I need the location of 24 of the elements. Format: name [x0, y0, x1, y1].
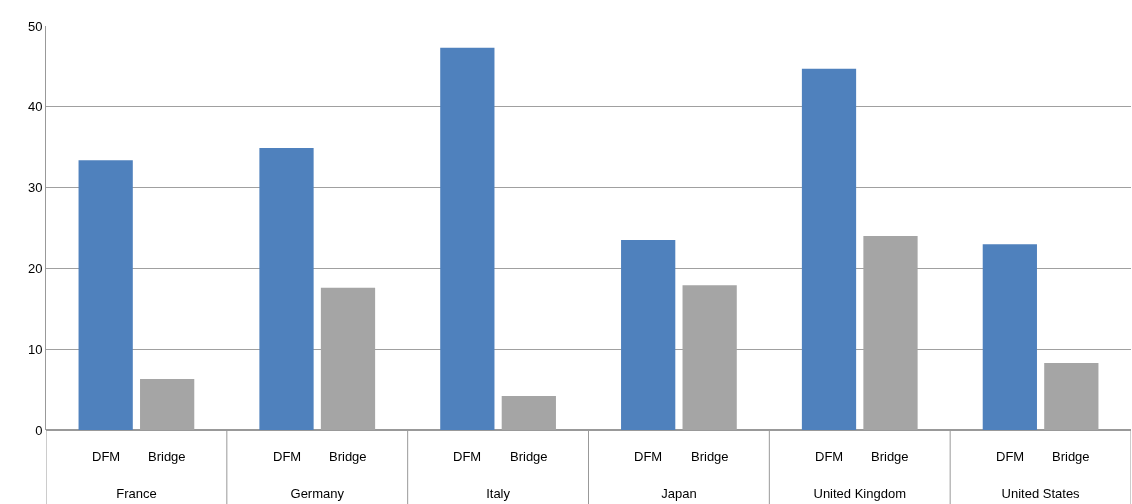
y-tick-label: 20: [27, 260, 43, 276]
y-tick-label: 40: [27, 99, 43, 115]
text: Bridge: [329, 449, 367, 464]
x-tick-label: Japan: [661, 486, 697, 501]
text: DFM: [273, 449, 302, 464]
text: DFM: [815, 449, 844, 464]
text: DFM: [453, 449, 482, 464]
y-tick-label: 10: [27, 341, 43, 357]
series-label: Bridge: [148, 449, 186, 464]
y-tick-label: 30: [27, 180, 43, 196]
x-tick-label: Germany: [290, 486, 345, 501]
text: Bridge: [1052, 449, 1090, 464]
x-tick-label: United States: [1001, 486, 1081, 501]
x-tick-label: France: [116, 486, 157, 501]
y-tick-label: 0: [35, 422, 43, 438]
text: Bridge: [510, 449, 548, 464]
text: Bridge: [871, 449, 909, 464]
x-tick-label: United Kingdom: [813, 486, 906, 501]
series-label: DFM: [92, 449, 121, 464]
y-tick-label: 50: [27, 18, 43, 34]
text: Bridge: [691, 449, 729, 464]
x-tick-label: Italy: [486, 486, 511, 501]
text: DFM: [996, 449, 1025, 464]
text: DFM: [634, 449, 663, 464]
